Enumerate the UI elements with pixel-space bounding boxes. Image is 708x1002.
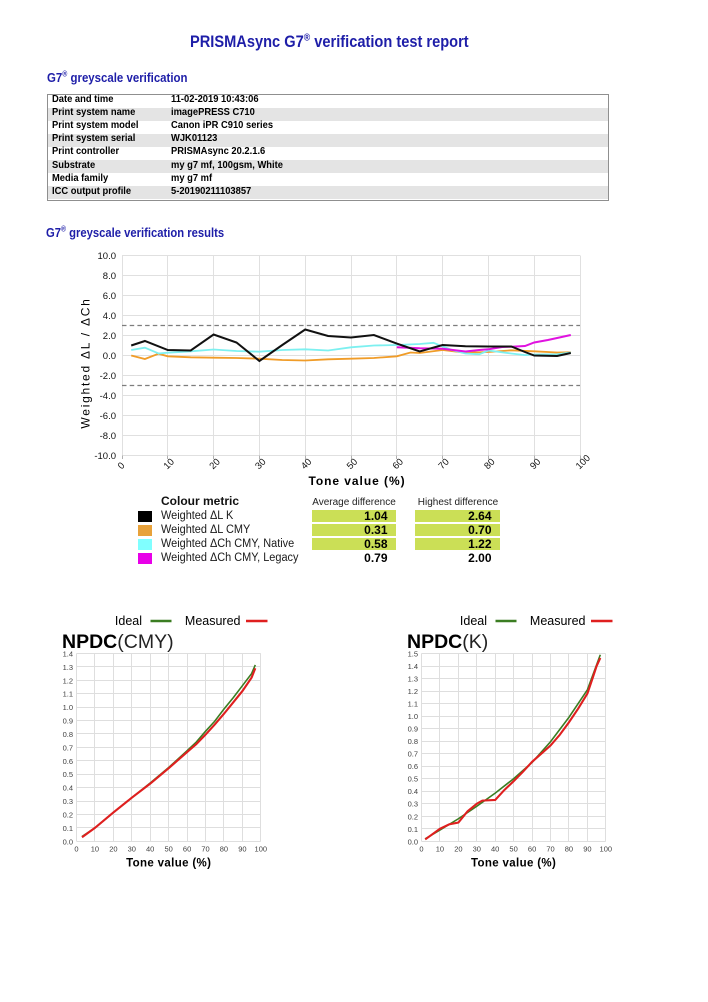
svg-text:70: 70 [546,845,554,854]
svg-text:0: 0 [116,460,128,472]
svg-text:0.5: 0.5 [408,775,418,784]
svg-text:70: 70 [436,457,451,472]
svg-text:Measured: Measured [530,614,586,628]
svg-text:30: 30 [253,457,268,472]
svg-text:1.4: 1.4 [63,650,73,659]
svg-text:0.2: 0.2 [408,812,418,821]
svg-text:-2.0: -2.0 [100,371,116,382]
svg-text:0.8: 0.8 [408,737,418,746]
svg-text:10: 10 [91,845,99,854]
svg-text:NPDC(CMY): NPDC(CMY) [62,631,174,653]
svg-text:0: 0 [419,845,423,854]
svg-text:0.7: 0.7 [408,750,418,759]
svg-text:80: 80 [482,457,497,472]
svg-text:Weighted ΔL / ΔCh: Weighted ΔL / ΔCh [79,297,93,428]
svg-text:20: 20 [454,845,462,854]
svg-text:1.4: 1.4 [408,662,418,671]
svg-text:Tone value (%): Tone value (%) [126,858,211,870]
svg-text:30: 30 [128,845,136,854]
svg-text:6.0: 6.0 [103,291,116,302]
svg-text:100: 100 [600,845,613,854]
svg-text:1.0: 1.0 [408,712,418,721]
svg-text:1.2: 1.2 [63,676,73,685]
svg-text:90: 90 [528,457,543,472]
svg-text:20: 20 [207,457,222,472]
svg-text:50: 50 [345,457,360,472]
svg-text:Tone value (%): Tone value (%) [308,474,405,488]
svg-text:1.3: 1.3 [63,663,73,672]
svg-text:0.0: 0.0 [63,837,73,846]
svg-text:50: 50 [509,845,517,854]
svg-text:0.6: 0.6 [408,762,418,771]
svg-text:Tone value (%): Tone value (%) [471,858,556,870]
svg-text:1.0: 1.0 [63,703,73,712]
svg-text:4.0: 4.0 [103,311,116,322]
svg-text:1.5: 1.5 [408,650,418,659]
svg-text:60: 60 [183,845,191,854]
svg-text:0: 0 [74,845,78,854]
svg-text:-8.0: -8.0 [100,431,116,442]
svg-text:0.3: 0.3 [408,800,418,809]
svg-text:50: 50 [165,845,173,854]
svg-text:0.4: 0.4 [408,787,418,796]
svg-text:40: 40 [299,457,314,472]
svg-text:10: 10 [436,845,444,854]
svg-text:90: 90 [238,845,246,854]
svg-text:60: 60 [528,845,536,854]
svg-text:20: 20 [109,845,117,854]
svg-text:80: 80 [565,845,573,854]
svg-text:-4.0: -4.0 [100,391,116,402]
svg-text:60: 60 [391,457,406,472]
svg-text:40: 40 [146,845,154,854]
svg-text:0.3: 0.3 [63,797,73,806]
svg-text:30: 30 [473,845,481,854]
svg-text:80: 80 [220,845,228,854]
svg-text:2.0: 2.0 [103,331,116,342]
svg-text:1.1: 1.1 [63,690,73,699]
svg-text:-10.0: -10.0 [94,451,116,462]
svg-text:0.8: 0.8 [63,730,73,739]
svg-text:NPDC(K): NPDC(K) [407,631,488,653]
svg-text:0.5: 0.5 [63,770,73,779]
svg-text:10.0: 10.0 [98,251,117,262]
svg-text:-6.0: -6.0 [100,411,116,422]
svg-text:0.4: 0.4 [63,784,73,793]
svg-text:0.2: 0.2 [63,810,73,819]
svg-text:1.1: 1.1 [408,700,418,709]
svg-text:70: 70 [201,845,209,854]
svg-text:0.1: 0.1 [408,825,418,834]
svg-text:8.0: 8.0 [103,271,116,282]
svg-text:Measured: Measured [185,614,241,628]
svg-text:0.9: 0.9 [63,717,73,726]
svg-text:Ideal: Ideal [115,614,142,628]
svg-text:0.0: 0.0 [103,351,116,362]
svg-text:0.7: 0.7 [63,743,73,752]
svg-text:10: 10 [162,457,177,472]
svg-text:1.2: 1.2 [408,687,418,696]
svg-text:0.9: 0.9 [408,725,418,734]
svg-text:Ideal: Ideal [460,614,487,628]
svg-text:40: 40 [491,845,499,854]
svg-text:90: 90 [583,845,591,854]
svg-text:0.0: 0.0 [408,837,418,846]
svg-text:0.1: 0.1 [63,824,73,833]
svg-text:100: 100 [255,845,268,854]
svg-text:0.6: 0.6 [63,757,73,766]
svg-text:1.3: 1.3 [408,675,418,684]
